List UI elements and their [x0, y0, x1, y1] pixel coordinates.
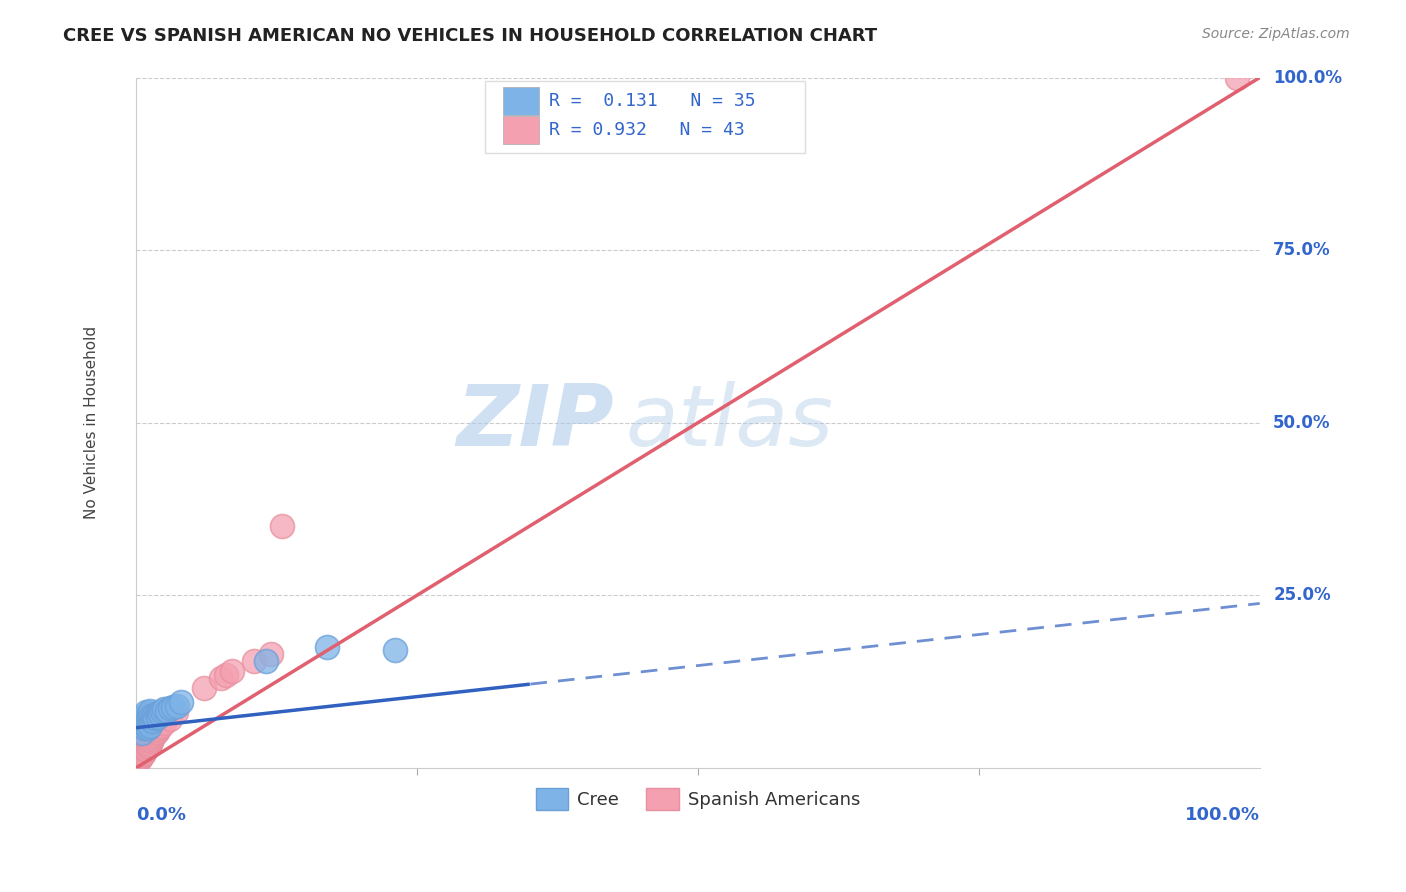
Text: R = 0.932   N = 43: R = 0.932 N = 43 — [548, 121, 744, 139]
Point — [221, 664, 243, 678]
Text: R =  0.131   N = 35: R = 0.131 N = 35 — [548, 92, 755, 110]
Text: Source: ZipAtlas.com: Source: ZipAtlas.com — [1202, 27, 1350, 41]
Text: 100.0%: 100.0% — [1274, 69, 1343, 87]
Point — [146, 709, 169, 723]
Point — [162, 700, 184, 714]
Text: atlas: atlas — [626, 381, 832, 464]
Point — [316, 640, 339, 654]
Point — [170, 695, 193, 709]
Point — [260, 647, 283, 661]
Point — [134, 709, 156, 723]
Point — [145, 726, 167, 740]
Point — [138, 734, 160, 748]
Text: 100.0%: 100.0% — [1185, 805, 1260, 823]
Point — [134, 739, 156, 754]
Text: 0.0%: 0.0% — [136, 805, 187, 823]
Text: 25.0%: 25.0% — [1274, 586, 1331, 604]
Point — [141, 731, 163, 746]
Point — [153, 715, 176, 730]
Point — [128, 748, 150, 763]
Point — [150, 719, 173, 733]
Point — [159, 700, 181, 714]
Point — [131, 748, 153, 763]
Point — [148, 706, 170, 720]
Point — [131, 719, 153, 733]
Point — [136, 737, 159, 751]
Point — [1226, 70, 1249, 85]
Point — [128, 752, 150, 766]
Point — [143, 728, 166, 742]
Point — [138, 715, 160, 730]
Point — [153, 702, 176, 716]
Point — [138, 739, 160, 753]
Point — [136, 739, 159, 754]
Point — [131, 746, 153, 760]
Point — [159, 712, 181, 726]
Text: 50.0%: 50.0% — [1274, 414, 1330, 432]
Point — [139, 733, 162, 747]
Point — [136, 711, 159, 725]
Point — [145, 706, 167, 721]
Point — [145, 724, 167, 739]
Point — [150, 704, 173, 718]
Point — [139, 712, 162, 726]
Text: 75.0%: 75.0% — [1274, 241, 1331, 259]
Point — [141, 714, 163, 728]
Point — [139, 737, 162, 751]
Point — [139, 704, 162, 718]
Point — [166, 698, 188, 713]
Point — [128, 752, 150, 766]
Point — [146, 723, 169, 737]
Point — [139, 719, 162, 733]
Point — [135, 706, 157, 720]
Point — [134, 746, 156, 760]
Point — [132, 715, 155, 730]
Point — [149, 706, 172, 721]
Point — [215, 667, 238, 681]
Point — [128, 750, 150, 764]
Point — [134, 741, 156, 756]
Point — [384, 643, 406, 657]
Point — [136, 721, 159, 735]
Legend: Cree, Spanish Americans: Cree, Spanish Americans — [529, 780, 868, 817]
Point — [127, 754, 149, 768]
Point — [165, 706, 187, 720]
Point — [254, 654, 277, 668]
Point — [139, 734, 162, 748]
Point — [135, 714, 157, 728]
Point — [143, 708, 166, 723]
FancyBboxPatch shape — [502, 116, 538, 144]
Point — [134, 711, 156, 725]
Point — [156, 704, 179, 718]
Text: ZIP: ZIP — [456, 381, 614, 464]
Point — [142, 730, 165, 744]
FancyBboxPatch shape — [502, 87, 538, 115]
FancyBboxPatch shape — [485, 81, 804, 153]
Point — [145, 711, 167, 725]
Point — [148, 721, 170, 735]
Point — [271, 519, 294, 533]
Point — [129, 747, 152, 761]
Point — [139, 709, 162, 723]
Point — [132, 743, 155, 757]
Point — [142, 710, 165, 724]
Point — [209, 671, 232, 685]
Point — [134, 721, 156, 735]
Point — [129, 750, 152, 764]
Point — [134, 718, 156, 732]
Point — [134, 743, 156, 757]
Point — [243, 654, 266, 668]
Point — [135, 742, 157, 756]
Text: CREE VS SPANISH AMERICAN NO VEHICLES IN HOUSEHOLD CORRELATION CHART: CREE VS SPANISH AMERICAN NO VEHICLES IN … — [63, 27, 877, 45]
Point — [135, 738, 157, 752]
Point — [193, 681, 215, 696]
Point — [131, 726, 153, 740]
Point — [138, 706, 160, 721]
Point — [132, 747, 155, 761]
Text: No Vehicles in Household: No Vehicles in Household — [84, 326, 98, 519]
